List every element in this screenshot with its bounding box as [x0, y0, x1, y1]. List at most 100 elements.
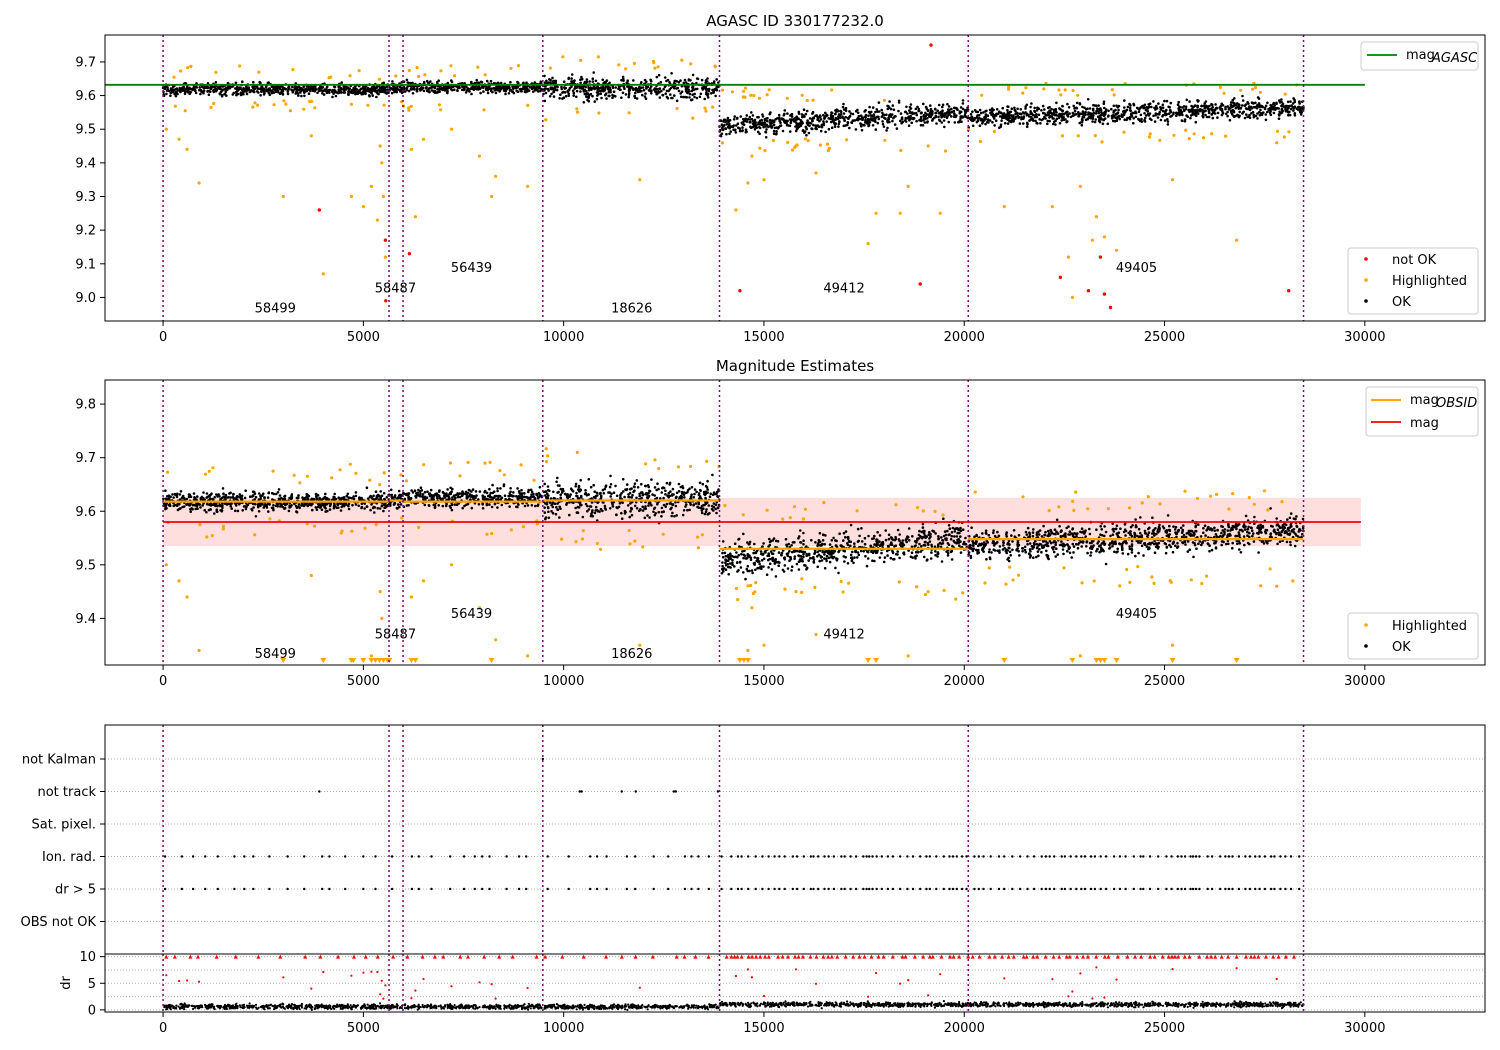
ok-point [318, 497, 322, 500]
ok-point [734, 131, 738, 134]
ok-point [1081, 112, 1084, 116]
ok-point [573, 87, 576, 90]
ok-point [612, 491, 616, 495]
y-tick-label: 9.5 [75, 123, 96, 138]
ok-point [568, 86, 572, 90]
ok-point [947, 108, 950, 111]
ok-point [1263, 106, 1267, 110]
ok-point [374, 490, 378, 494]
ok-point [570, 73, 574, 76]
ok-point [986, 118, 990, 121]
ok-point [1141, 104, 1144, 108]
highlighted-point [407, 68, 411, 73]
y-tick-label: 9.7 [75, 451, 96, 466]
x-tick-label: 5000 [347, 330, 380, 345]
ok-point [205, 496, 208, 499]
ok-point [405, 78, 409, 82]
ok-point [1216, 116, 1219, 119]
ok-point [940, 116, 943, 119]
ok-point [182, 86, 185, 89]
ok-point [833, 125, 837, 129]
ok-point [655, 75, 659, 79]
ok-point [1192, 105, 1195, 109]
ok-point [564, 86, 567, 90]
ok-point [993, 124, 996, 127]
ok-point [834, 112, 837, 116]
ok-point [423, 503, 427, 507]
ok-point [1201, 115, 1205, 119]
highlighted-point [898, 211, 902, 215]
ok-point [191, 503, 195, 507]
highlighted-point [627, 111, 631, 115]
ok-point [975, 115, 979, 119]
ok-point [274, 492, 278, 496]
ok-point [366, 86, 370, 90]
ok-point [478, 490, 482, 493]
ok-point [445, 502, 448, 506]
obsid-label: 56439 [451, 261, 492, 276]
ok-point [1144, 108, 1148, 112]
ok-point [305, 88, 308, 91]
ok-point [846, 123, 849, 127]
ok-point [768, 112, 771, 116]
ok-point [240, 494, 244, 498]
ok-point [1224, 107, 1227, 111]
not-ok-point [1058, 275, 1063, 279]
ok-point [539, 81, 543, 85]
ok-point [502, 86, 505, 90]
highlighted-point [1122, 130, 1126, 134]
ok-point [843, 119, 847, 122]
ok-point [422, 80, 426, 84]
ok-point [947, 105, 951, 108]
ok-point [685, 87, 689, 90]
ok-point [1299, 113, 1303, 116]
ok-point [1100, 111, 1103, 114]
ok-point [1107, 109, 1110, 113]
ok-point [692, 88, 695, 92]
ok-point [754, 122, 757, 125]
ok-point [834, 116, 838, 120]
ok-point [929, 110, 933, 114]
ok-point [960, 115, 964, 118]
highlighted-point [490, 194, 494, 199]
ok-point [468, 90, 471, 93]
ok-point [354, 494, 358, 498]
ok-point [379, 496, 382, 500]
ok-point [589, 514, 593, 518]
highlighted-point [177, 137, 181, 141]
ok-point [978, 108, 982, 112]
ok-point [450, 79, 453, 82]
highlighted-point [423, 73, 427, 77]
ok-point [347, 93, 350, 96]
ok-point [785, 123, 789, 127]
highlighted-point [1093, 134, 1097, 138]
ok-point [415, 491, 418, 495]
ok-point [174, 88, 177, 91]
ok-point [485, 491, 489, 495]
ok-point [984, 113, 988, 116]
ok-point [510, 494, 513, 497]
ok-point [1027, 115, 1031, 118]
ok-point [953, 114, 956, 117]
highlighted-point [327, 76, 331, 80]
ok-point [1270, 105, 1274, 108]
ok-point [1092, 103, 1095, 107]
ok-point [919, 123, 923, 127]
ok-point [365, 505, 369, 508]
ok-point [1066, 102, 1069, 106]
ok-point [1029, 112, 1032, 116]
ok-point [1293, 98, 1296, 102]
ok-point [391, 80, 394, 83]
ok-point [474, 490, 478, 493]
ok-point [1184, 107, 1188, 111]
ok-point [517, 490, 521, 493]
ok-point [539, 89, 542, 93]
highlighted-point [874, 211, 878, 215]
ok-point [589, 485, 593, 489]
ok-point [1140, 117, 1143, 121]
legend-label: not OK [1392, 253, 1437, 268]
ok-point [353, 87, 357, 90]
ok-point [667, 491, 671, 495]
ok-point [620, 78, 623, 82]
highlighted-point [291, 68, 295, 72]
